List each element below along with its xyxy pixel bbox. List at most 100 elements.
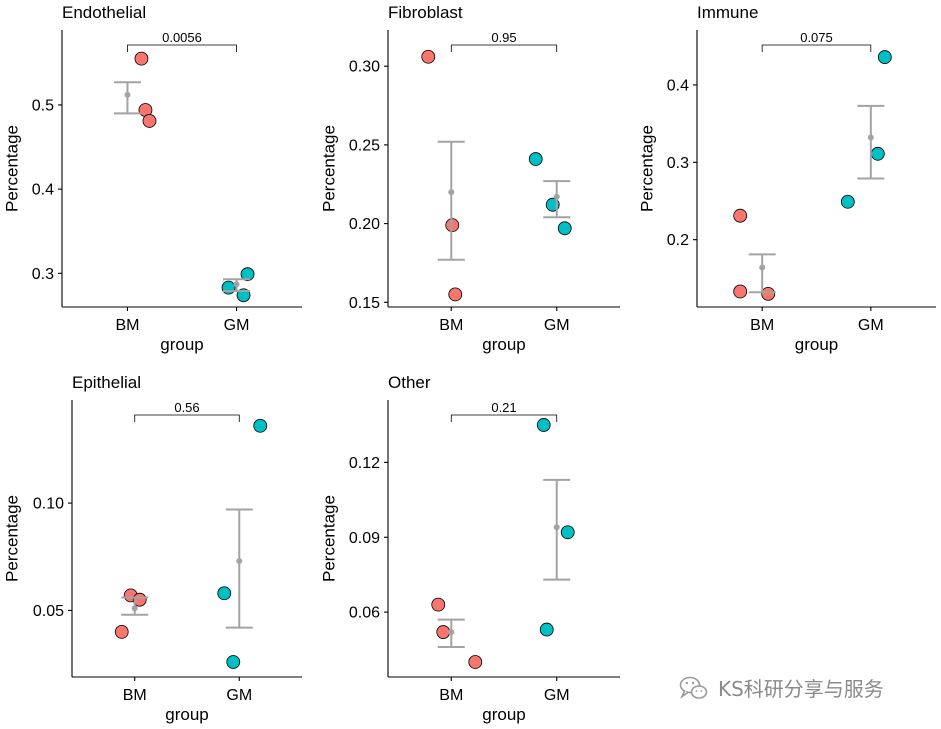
y-tick-label: 0.30: [349, 59, 380, 76]
x-tick-label: BM: [439, 317, 463, 334]
data-point-gm: [877, 50, 892, 64]
wechat-eye: [685, 681, 688, 685]
x-tick-label: BM: [439, 687, 463, 704]
data-point-bm: [733, 284, 748, 299]
mean-point-bm: [448, 189, 455, 196]
wechat-bubble-tail: [680, 690, 689, 699]
x-axis-title: group: [165, 705, 208, 724]
significance-bracket: [761, 44, 872, 52]
significance-bracket: [134, 414, 240, 422]
x-tick-label: BM: [115, 317, 139, 334]
mean-point-bm: [131, 605, 138, 612]
significance-bracket: [450, 44, 558, 52]
data-point-gm: [253, 418, 268, 433]
mean-point-gm: [553, 193, 560, 200]
mean-point-gm: [233, 281, 240, 288]
data-point-gm: [539, 622, 554, 637]
p-value-label: 0.56: [174, 400, 199, 415]
p-value-label: 0.075: [800, 30, 833, 45]
mean-point-bm: [124, 91, 131, 98]
mean-point-gm: [553, 524, 560, 531]
y-axis-title: Percentage: [319, 125, 338, 212]
chart-panel-epithelial: Epithelial 0.05 0.10 BM GM group Percentage 0.5…: [2, 373, 302, 724]
y-tick-label: 0.2: [667, 232, 689, 249]
watermark-text: KS科研分享与服务: [718, 677, 884, 701]
data-point-bm: [421, 49, 436, 64]
data-point-gm: [560, 525, 575, 540]
data-point-gm: [557, 221, 572, 236]
data-point-bm: [468, 655, 483, 669]
x-tick-label: GM: [544, 687, 570, 704]
x-tick-label: GM: [544, 317, 570, 334]
y-tick-label: 0.06: [349, 605, 380, 622]
chart-panel-immune: Immune 0.2 0.3 0.4 BM GM group Percentage 0.075: [637, 3, 936, 354]
y-axis-title: Percentage: [2, 125, 21, 212]
chart-panel-endothelial: Endothelial 0.3 0.4 0.5 BM GM group Percentage 0…: [2, 3, 302, 354]
data-point-gm: [217, 586, 232, 601]
y-tick-label: 0.10: [33, 496, 64, 513]
data-point-gm: [528, 152, 543, 166]
x-tick-label: BM: [123, 687, 147, 704]
mean-point-gm: [867, 134, 874, 141]
p-value-label: 0.21: [491, 400, 516, 415]
y-tick-label: 0.3: [667, 155, 689, 172]
data-point-bm: [431, 597, 446, 612]
x-axis-title: group: [482, 335, 525, 354]
mean-point-bm: [448, 629, 455, 636]
y-tick-label: 0.3: [32, 266, 54, 283]
data-point-bm: [733, 208, 748, 223]
wechat-eye: [691, 681, 695, 685]
chart-panel-fibroblast: Fibroblast 0.15 0.20 0.25 0.30 BM GM group Perce…: [319, 3, 620, 354]
data-point-bm: [134, 51, 149, 66]
panel-title: Fibroblast: [388, 3, 463, 22]
p-value-label: 0.0056: [162, 30, 202, 45]
data-point-bm: [761, 286, 776, 301]
mean-point-bm: [759, 264, 766, 271]
data-point-gm: [840, 194, 855, 209]
x-tick-label: GM: [226, 687, 252, 704]
watermark: KS科研分享与服务: [679, 676, 884, 701]
y-axis-title: Percentage: [637, 125, 656, 212]
x-tick-label: GM: [858, 317, 884, 334]
panel-title: Epithelial: [72, 373, 141, 392]
mean-point-gm: [236, 558, 243, 565]
wechat-eye: [695, 690, 698, 692]
data-point-gm: [536, 418, 551, 432]
data-point-bm: [132, 592, 147, 607]
y-tick-label: 0.25: [349, 137, 380, 154]
chart-panel-other: Other 0.06 0.09 0.12 BM GM group Percentage 0.21: [319, 373, 620, 724]
y-axis-title: Percentage: [319, 495, 338, 582]
data-point-bm: [448, 287, 463, 302]
wechat-icon: [679, 676, 708, 699]
panel-title: Endothelial: [62, 3, 146, 22]
data-point-gm: [870, 146, 885, 161]
x-axis-title: group: [482, 705, 525, 724]
y-tick-label: 0.09: [349, 530, 380, 547]
data-point-bm: [114, 625, 129, 639]
x-tick-label: GM: [224, 317, 250, 334]
y-tick-label: 0.05: [33, 603, 64, 620]
y-axis-title: Percentage: [2, 495, 21, 582]
panel-title: Other: [388, 373, 431, 392]
x-axis-title: group: [795, 335, 838, 354]
p-value-label: 0.95: [491, 30, 516, 45]
x-tick-label: BM: [750, 317, 774, 334]
data-point-gm: [221, 280, 236, 295]
data-point-gm: [226, 655, 241, 669]
y-tick-label: 0.15: [349, 295, 380, 312]
significance-bracket: [450, 414, 558, 422]
y-tick-label: 0.5: [32, 97, 54, 114]
data-point-bm: [436, 625, 451, 639]
data-point-gm: [240, 267, 255, 282]
y-tick-label: 0.4: [667, 77, 689, 94]
panel-title: Immune: [697, 3, 758, 22]
y-tick-label: 0.4: [32, 182, 54, 199]
y-tick-label: 0.12: [349, 455, 380, 472]
x-axis-title: group: [160, 335, 203, 354]
y-tick-label: 0.20: [349, 216, 380, 233]
data-point-bm: [142, 114, 157, 128]
wechat-eye: [700, 690, 703, 692]
wechat-bubble-small: [690, 685, 708, 699]
significance-bracket: [127, 44, 237, 52]
